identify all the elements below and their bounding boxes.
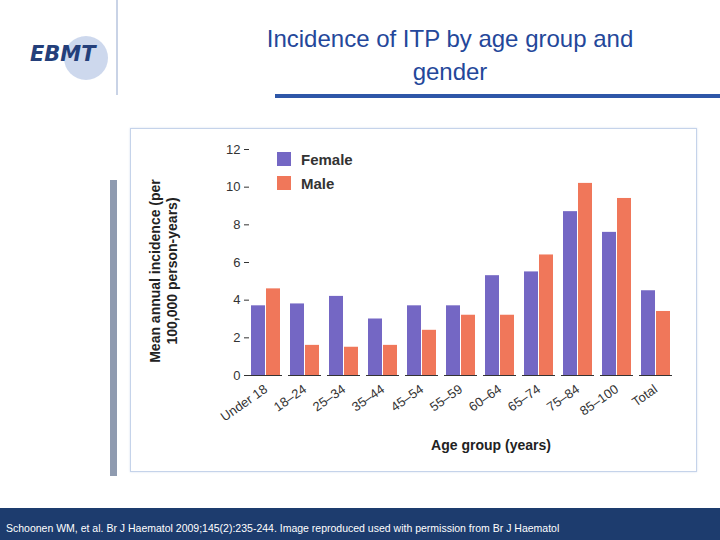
- svg-text:0: 0: [233, 368, 240, 383]
- html-text:EBMT: EBMT: [30, 42, 96, 66]
- svg-text:12: 12: [226, 142, 240, 157]
- svg-text:8: 8: [233, 217, 240, 232]
- html-text:Female: Female: [301, 150, 353, 168]
- html-text:Male: Male: [301, 174, 335, 192]
- svg-text:6: 6: [233, 255, 240, 270]
- html-text:Incidence of ITP by age group: Incidence of ITP by age group and gender: [266, 25, 634, 85]
- svg-text:65–74: 65–74: [505, 381, 543, 414]
- svg-text:85–100: 85–100: [577, 381, 621, 418]
- svg-text:2: 2: [233, 330, 240, 345]
- svg-text:60–64: 60–64: [466, 381, 504, 414]
- svg-text:Under 18: Under 18: [218, 381, 270, 424]
- svg-text:45–54: 45–54: [388, 381, 426, 414]
- svg-text:25–34: 25–34: [310, 381, 348, 414]
- svg-text:4: 4: [233, 292, 240, 307]
- svg-text:18–24: 18–24: [271, 381, 309, 414]
- html-text:Age group (years): Age group (years): [431, 437, 551, 453]
- svg-text:Total: Total: [629, 381, 660, 409]
- svg-text:75–84: 75–84: [544, 381, 582, 414]
- svg-text:35–44: 35–44: [349, 381, 387, 414]
- svg-text:10: 10: [226, 179, 240, 194]
- html-text:Schoonen WM, et al. Br J Haema: Schoonen WM, et al. Br J Haematol 2009;1…: [6, 522, 560, 534]
- html-text:Mean annual incidence (per 100: Mean annual incidence (per 100,000 perso…: [147, 179, 180, 363]
- svg-text:55–59: 55–59: [427, 381, 465, 414]
